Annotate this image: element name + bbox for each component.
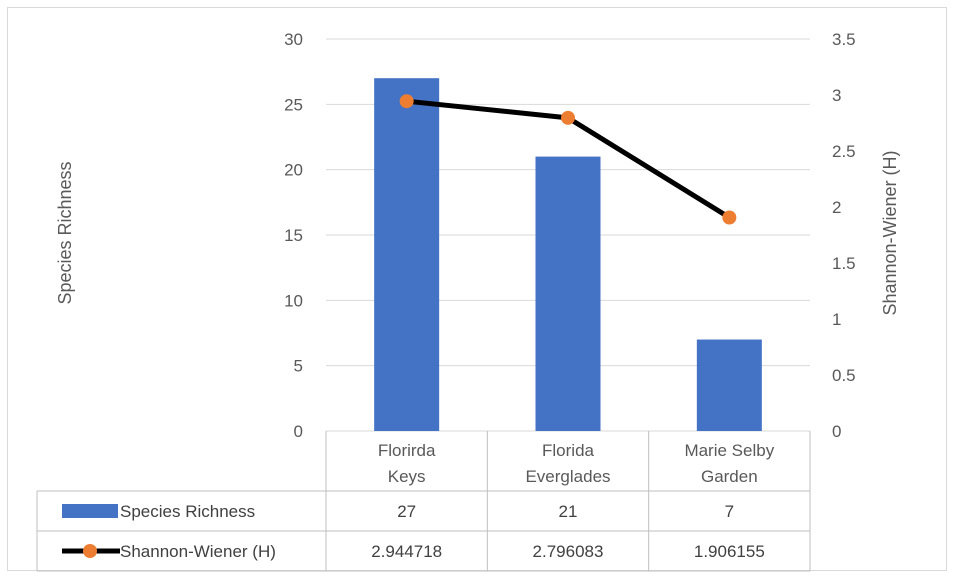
y-tick-label: 30 <box>284 30 303 49</box>
bar-species-richness <box>535 156 601 431</box>
table-cell-value: 27 <box>397 502 416 521</box>
y-tick-label: 15 <box>284 226 303 245</box>
table-cell-value: 2.796083 <box>533 542 604 561</box>
y2-tick-label: 3 <box>832 86 841 105</box>
y2-tick-label: 0.5 <box>832 366 856 385</box>
y-axis-title: Species Richness <box>55 161 75 304</box>
table-series-name: Shannon-Wiener (H) <box>120 542 276 561</box>
x-category-label: Garden <box>701 467 758 486</box>
table-cell-value: 7 <box>725 502 734 521</box>
table-cell-value: 1.906155 <box>694 542 765 561</box>
y-tick-label: 5 <box>294 357 303 376</box>
y2-axis-title: Shannon-Wiener (H) <box>880 150 900 315</box>
legend-key-species-richness <box>62 504 118 518</box>
y2-tick-label: 3.5 <box>832 30 856 49</box>
y-tick-label: 20 <box>284 161 303 180</box>
x-category-label: Keys <box>388 467 426 486</box>
y-tick-label: 0 <box>294 422 303 441</box>
bar-species-richness <box>696 339 762 431</box>
bar-species-richness <box>374 78 440 431</box>
y-tick-label: 10 <box>284 291 303 310</box>
y-tick-label: 25 <box>284 95 303 114</box>
x-category-label: Florida <box>542 441 595 460</box>
y2-tick-label: 1 <box>832 310 841 329</box>
x-category-label: Everglades <box>525 467 610 486</box>
table-series-name: Species Richness <box>120 502 255 521</box>
point-shannon-wiener <box>399 94 414 109</box>
y2-tick-label: 2.5 <box>832 142 856 161</box>
point-shannon-wiener <box>561 110 575 125</box>
table-cell-value: 2.944718 <box>371 542 442 561</box>
y2-tick-label: 1.5 <box>832 254 856 273</box>
legend-key-shannon-wiener-marker <box>83 544 97 558</box>
y2-tick-label: 0 <box>832 422 841 441</box>
x-category-label: Florirda <box>378 441 436 460</box>
x-category-label: Marie Selby <box>684 441 774 460</box>
y2-tick-label: 2 <box>832 198 841 217</box>
point-shannon-wiener <box>722 210 737 225</box>
table-cell-value: 21 <box>559 502 578 521</box>
